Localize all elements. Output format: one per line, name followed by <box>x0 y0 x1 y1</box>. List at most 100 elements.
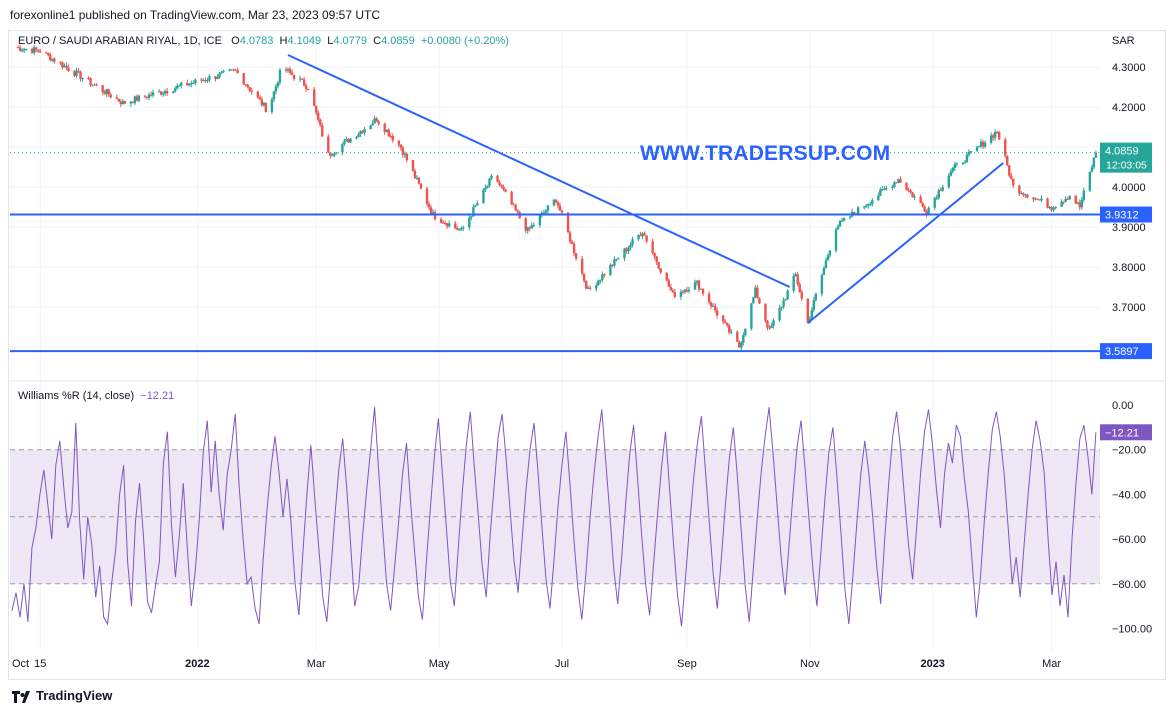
candle-body <box>709 302 713 307</box>
candle-body <box>250 90 253 92</box>
candle-body <box>276 82 280 87</box>
candle-body <box>349 138 352 143</box>
candle-body <box>810 310 814 319</box>
candle-body <box>667 280 670 287</box>
candle-body <box>476 203 479 206</box>
level-price-tag <box>1100 343 1152 360</box>
candle-body <box>1088 171 1092 191</box>
candle-body <box>852 211 856 214</box>
level-price-label: 3.5897 <box>1105 346 1139 358</box>
candle-body <box>34 47 38 50</box>
candle-body <box>117 98 120 102</box>
candle-body <box>997 131 1001 140</box>
candle-body <box>580 258 584 274</box>
candle-body <box>159 91 163 95</box>
candle-body <box>260 99 264 106</box>
wr-tick-label: −80.00 <box>1112 579 1146 591</box>
indicator-name[interactable]: Williams %R (14, close) <box>18 390 135 402</box>
candle-body <box>516 210 519 213</box>
candle-body <box>991 135 995 138</box>
candle-body <box>542 212 546 214</box>
candle-body <box>194 79 197 83</box>
change-value: +0.0080 (+0.20%) <box>420 35 509 47</box>
candle-body <box>103 91 106 94</box>
candle-body <box>923 206 926 212</box>
candle-body <box>45 52 48 54</box>
candle-body <box>512 204 515 206</box>
candle-body <box>387 129 390 136</box>
candle-body <box>657 262 660 269</box>
candle-body <box>496 175 499 183</box>
time-tick-label: 2022 <box>185 658 209 670</box>
candle-body <box>1066 198 1069 200</box>
candle-body <box>570 241 574 244</box>
candle-body <box>502 186 505 190</box>
candle-body <box>30 48 34 53</box>
symbol-label[interactable]: EURO / SAUDI ARABIAN RIYAL, 1D, ICE <box>18 35 222 47</box>
candle-body <box>651 241 654 254</box>
candle-body <box>568 232 572 242</box>
candle-body <box>178 85 181 87</box>
tradingview-brand[interactable]: TradingView <box>12 688 112 703</box>
candle-body <box>431 212 435 214</box>
candle-body <box>877 195 880 201</box>
candle-body <box>582 273 586 281</box>
candle-body <box>236 69 239 74</box>
time-tick-label: May <box>429 658 450 670</box>
candle-body <box>319 119 322 126</box>
downtrend-line[interactable] <box>287 54 791 288</box>
candle-body <box>653 253 656 257</box>
williams-r-line[interactable] <box>11 407 1097 627</box>
candle-body <box>599 279 602 281</box>
wr-value-tag <box>1100 424 1152 441</box>
candle-body <box>742 335 745 343</box>
candle-body <box>77 70 80 72</box>
candle-body <box>131 101 135 104</box>
candle-body <box>1010 175 1013 179</box>
time-tick-label: Nov <box>800 658 820 670</box>
candle-body <box>687 289 691 292</box>
candle-body <box>979 141 983 147</box>
candle-body <box>983 142 987 147</box>
candle-body <box>814 293 818 301</box>
candle-body <box>39 51 42 53</box>
candle-body <box>244 84 247 86</box>
candle-body <box>532 224 536 226</box>
candle-body <box>871 200 874 204</box>
candle-body <box>151 92 155 96</box>
candle-body <box>758 298 761 304</box>
candle-body <box>1034 198 1037 200</box>
candle-body <box>377 121 380 124</box>
candle-body <box>121 101 125 105</box>
candle-body <box>895 182 898 184</box>
candle-body <box>715 310 719 316</box>
candle-body <box>345 139 348 141</box>
candle-body <box>589 287 592 289</box>
candle-body <box>262 102 266 106</box>
candle-body <box>772 320 775 326</box>
close-label: C <box>373 35 382 47</box>
candle-body <box>911 192 914 198</box>
candle-body <box>899 179 902 183</box>
time-tick-label: Jul <box>555 658 569 670</box>
price-tick-label: 3.9000 <box>1112 222 1146 234</box>
candle-body <box>1054 206 1057 209</box>
candle-body <box>728 325 731 333</box>
candle-body <box>828 250 832 256</box>
candle-body <box>937 190 940 198</box>
candle-body <box>556 202 560 206</box>
uptrend-line[interactable] <box>807 162 1004 324</box>
candle-body <box>401 147 405 155</box>
candle-body <box>331 155 334 157</box>
candle-body <box>1038 199 1041 201</box>
candle-body <box>317 112 320 120</box>
candle-body <box>752 297 755 304</box>
candle-body <box>278 69 282 83</box>
candle-body <box>206 80 209 82</box>
candle-body <box>615 259 618 261</box>
low-label: L <box>327 35 334 47</box>
candle-body <box>204 80 207 82</box>
candle-body <box>641 233 644 237</box>
candle-body <box>538 215 542 225</box>
